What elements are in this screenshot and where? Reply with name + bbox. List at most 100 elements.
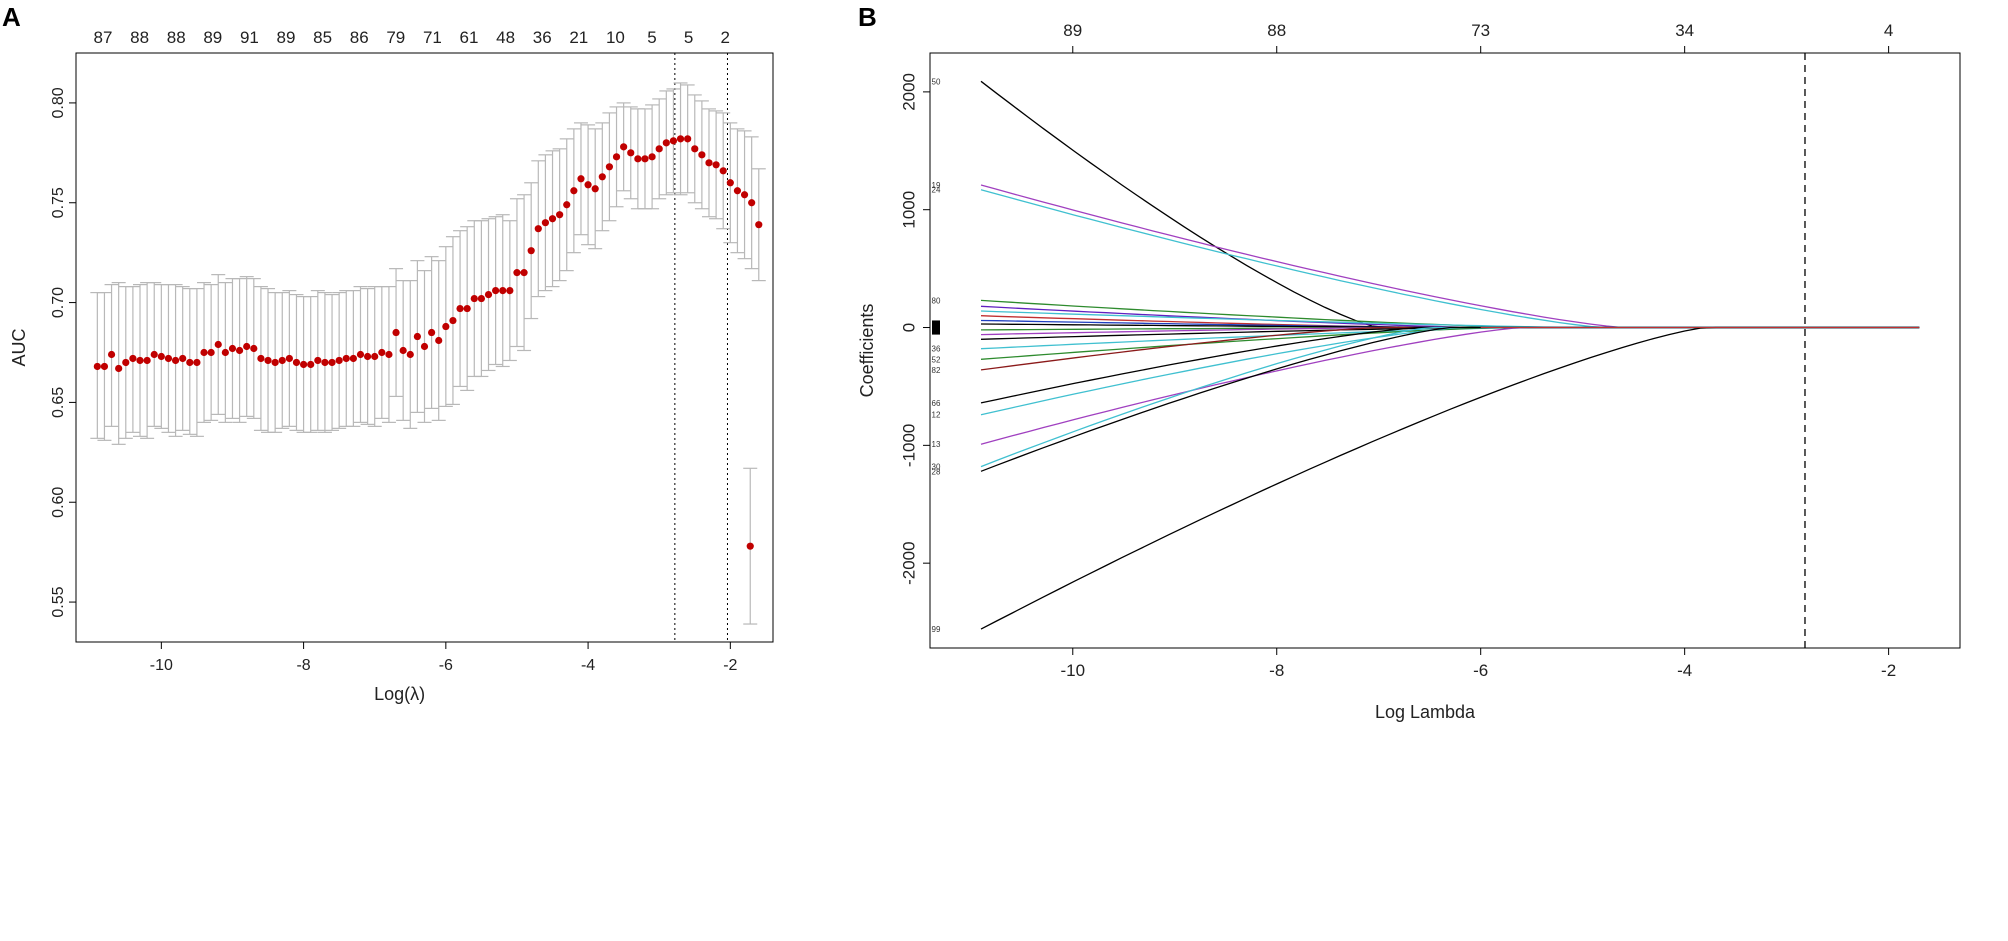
- top-axis-label: 2: [720, 28, 729, 47]
- label-cluster-marker: [932, 320, 940, 335]
- auc-point: [712, 161, 720, 169]
- auc-point: [122, 358, 130, 367]
- auc-point: [534, 225, 542, 233]
- auc-point: [726, 179, 734, 187]
- auc-point: [378, 348, 386, 357]
- panel-b-coefficient-chart: -10 89 -8 88 -6 73 -4 34 -2 4 Log Lambda -2000 -1000…: [857, 21, 1961, 722]
- auc-point: [150, 350, 158, 359]
- panel-b-letter: B: [858, 2, 877, 32]
- top-axis-label: 88: [130, 28, 149, 47]
- y-tick-label: -2000: [899, 541, 918, 584]
- auc-point: [392, 328, 400, 337]
- x-axis-label: Log(λ): [374, 684, 425, 704]
- auc-point: [746, 542, 754, 550]
- auc-point: [193, 358, 201, 367]
- auc-point: [356, 350, 365, 359]
- auc-point: [335, 356, 343, 365]
- auc-point: [143, 356, 151, 365]
- path-label: 12: [932, 411, 941, 420]
- auc-point: [93, 362, 101, 371]
- auc-point: [136, 356, 144, 365]
- y-tick-label: 1000: [899, 191, 918, 229]
- auc-point: [634, 155, 642, 163]
- auc-point: [641, 155, 649, 163]
- top-axis-label: 89: [1063, 21, 1082, 40]
- auc-point: [527, 247, 535, 255]
- auc-point: [748, 199, 756, 207]
- auc-point: [755, 221, 763, 229]
- auc-point: [179, 354, 187, 363]
- coefficient-path: [980, 326, 1920, 416]
- auc-point: [364, 352, 372, 361]
- path-label: 99: [932, 625, 941, 634]
- path-label: 30: [932, 463, 941, 472]
- auc-point: [371, 352, 379, 361]
- path-label: 82: [932, 366, 941, 375]
- auc-point: [456, 304, 464, 313]
- top-axis-label: 5: [684, 28, 693, 47]
- auc-point: [577, 175, 585, 183]
- top-axis-label: 79: [386, 28, 405, 47]
- auc-point: [157, 352, 165, 361]
- auc-point: [698, 151, 706, 159]
- auc-point: [584, 181, 592, 189]
- plot-frame: [75, 52, 774, 643]
- auc-point: [520, 269, 528, 277]
- panel-a-letter: A: [2, 2, 21, 32]
- top-axis-label: 88: [1267, 21, 1286, 40]
- x-tick-label: -8: [1269, 661, 1284, 680]
- auc-point: [655, 145, 663, 153]
- auc-point: [250, 344, 258, 353]
- coefficient-path: [980, 80, 1920, 329]
- top-axis-label: 10: [606, 28, 625, 47]
- top-axis-label: 87: [94, 28, 113, 47]
- auc-point: [299, 360, 308, 369]
- auc-point: [129, 354, 137, 363]
- x-tick-label: -10: [1060, 661, 1085, 680]
- auc-point: [449, 316, 457, 325]
- y-tick-label: -1000: [899, 424, 918, 467]
- top-axis-label: 91: [240, 28, 259, 47]
- auc-point: [413, 332, 421, 341]
- auc-point: [541, 219, 550, 227]
- auc-point: [107, 350, 116, 359]
- auc-point: [100, 362, 109, 371]
- coefficient-path: [980, 326, 1920, 630]
- path-label: 36: [932, 345, 941, 354]
- auc-point: [442, 322, 450, 331]
- auc-point: [228, 344, 237, 353]
- coefficient-path: [980, 326, 1920, 445]
- y-tick-label: 0.75: [50, 187, 67, 218]
- auc-point: [271, 358, 279, 367]
- x-tick-label: -2: [723, 657, 737, 674]
- auc-point: [470, 294, 478, 303]
- auc-point: [221, 348, 229, 357]
- y-tick-label: 0.60: [50, 487, 67, 518]
- y-axis-label: AUC: [9, 328, 29, 366]
- top-axis-label: 5: [647, 28, 656, 47]
- auc-point: [171, 356, 180, 365]
- auc-point: [612, 153, 621, 161]
- auc-point: [570, 187, 578, 195]
- auc-point: [733, 187, 742, 195]
- auc-point: [684, 135, 692, 143]
- top-axis-label: 61: [460, 28, 479, 47]
- auc-point: [691, 145, 699, 153]
- auc-point: [605, 163, 614, 171]
- auc-point: [307, 360, 315, 369]
- auc-point: [186, 358, 194, 367]
- path-label: 66: [932, 399, 941, 408]
- coefficient-path: [980, 326, 1920, 404]
- top-axis-label: 21: [569, 28, 588, 47]
- top-axis-label: 34: [1675, 21, 1694, 40]
- coefficient-path: [980, 184, 1920, 329]
- path-label: 80: [932, 296, 941, 305]
- auc-point: [314, 356, 322, 365]
- auc-point: [399, 346, 407, 355]
- auc-point: [264, 356, 272, 365]
- auc-point: [214, 340, 222, 349]
- auc-point: [200, 348, 208, 357]
- auc-point: [662, 139, 670, 147]
- y-tick-label: 0.80: [50, 87, 67, 118]
- coefficient-path: [980, 189, 1920, 329]
